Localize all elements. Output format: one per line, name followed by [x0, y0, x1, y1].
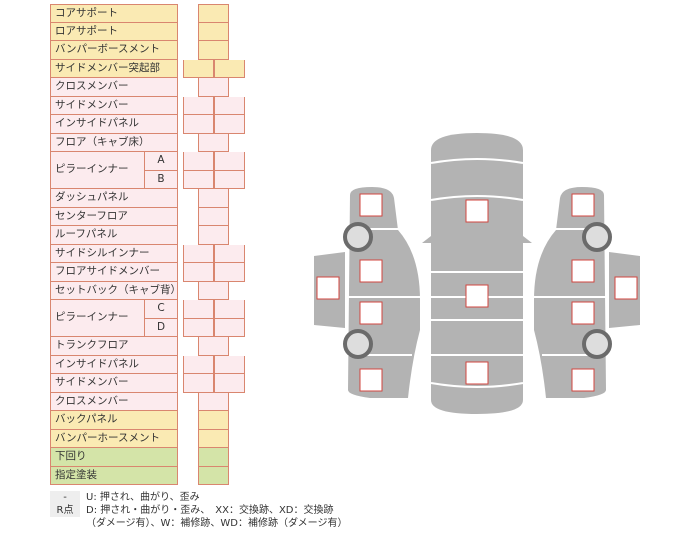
check-cell[interactable]: [183, 96, 214, 115]
check-cell[interactable]: [198, 448, 229, 467]
check-cell[interactable]: [198, 411, 229, 430]
damage-marker-box[interactable]: [465, 199, 489, 223]
damage-marker-box[interactable]: [316, 276, 340, 300]
wheel-icon: [582, 329, 612, 359]
check-cell[interactable]: [183, 300, 214, 319]
legend-key: R点: [50, 504, 80, 517]
row-label: コアサポート: [50, 4, 178, 23]
check-cell[interactable]: [214, 96, 245, 115]
check-cell[interactable]: [183, 374, 214, 393]
check-cell[interactable]: [214, 318, 245, 337]
check-cell[interactable]: [183, 59, 214, 78]
row-label: フロアサイドメンバー: [50, 263, 178, 282]
check-cell[interactable]: [198, 133, 229, 152]
row-label: クロスメンバー: [50, 78, 178, 97]
windshield-arrow: [422, 236, 532, 243]
check-cell[interactable]: [198, 466, 229, 485]
damage-marker-box[interactable]: [614, 276, 638, 300]
legend-text: U: 押され、曲がり、歪み: [86, 492, 200, 503]
wheel-icon: [582, 222, 612, 252]
damage-marker-box[interactable]: [359, 301, 383, 325]
check-cell[interactable]: [198, 207, 229, 226]
check-cell[interactable]: [183, 263, 214, 282]
check-cell[interactable]: [214, 170, 245, 189]
car-body-top: [431, 133, 523, 414]
wheels: [343, 222, 612, 359]
row-label: バックパネル: [50, 411, 178, 430]
check-cell[interactable]: [198, 337, 229, 356]
row-label: ロアサポート: [50, 22, 178, 41]
damage-marker-box[interactable]: [359, 259, 383, 283]
damage-marker-box[interactable]: [571, 193, 595, 217]
legend-key: -: [50, 491, 80, 504]
check-cell[interactable]: [198, 78, 229, 97]
damage-marker-box[interactable]: [359, 368, 383, 392]
check-cell[interactable]: [198, 41, 229, 60]
row-label: バンパーボースメント: [50, 41, 178, 60]
damage-marker-box[interactable]: [571, 368, 595, 392]
check-cell[interactable]: [198, 281, 229, 300]
legend-item: - U: 押され、曲がり、歪み: [50, 491, 200, 504]
row-label: ピラーインナー: [50, 300, 145, 337]
row-sub-label: D: [145, 318, 178, 337]
legend-item: R点 D: 押され・曲がり・歪み、 XX：交換跡、XD：交換跡: [50, 504, 334, 517]
row-label: インサイドパネル: [50, 355, 178, 374]
check-cell[interactable]: [183, 170, 214, 189]
check-cell[interactable]: [214, 152, 245, 171]
row-label: ルーフパネル: [50, 226, 178, 245]
damage-marker-box[interactable]: [571, 301, 595, 325]
row-label: サイドメンバー: [50, 96, 178, 115]
check-cell[interactable]: [183, 115, 214, 134]
check-cell[interactable]: [214, 115, 245, 134]
damage-marker-box[interactable]: [465, 361, 489, 385]
row-label: クロスメンバー: [50, 392, 178, 411]
row-label: 下回り: [50, 448, 178, 467]
legend-text: （ダメージ有）、W：補修跡、WD：補修跡（ダメージ有）: [86, 518, 348, 529]
check-cell[interactable]: [214, 263, 245, 282]
check-cell[interactable]: [214, 355, 245, 374]
damage-marker-box[interactable]: [359, 193, 383, 217]
row-label: サイドシルインナー: [50, 244, 178, 263]
row-label: 指定塗装: [50, 466, 178, 485]
row-label: ダッシュパネル: [50, 189, 178, 208]
damage-marker-box[interactable]: [465, 284, 489, 308]
wheel-icon: [343, 222, 373, 252]
row-label: フロア（キャブ床）: [50, 133, 178, 152]
right-side-body: [534, 187, 606, 398]
legend-text: D: 押され・曲がり・歪み、 XX：交換跡、XD：交換跡: [86, 505, 334, 516]
check-cell[interactable]: [183, 318, 214, 337]
damage-marker-box[interactable]: [571, 259, 595, 283]
check-cell[interactable]: [183, 244, 214, 263]
check-cell[interactable]: [183, 355, 214, 374]
check-cell[interactable]: [198, 226, 229, 245]
check-cell[interactable]: [198, 4, 229, 23]
row-label: サイドメンバー: [50, 374, 178, 393]
row-label: トランクフロア: [50, 337, 178, 356]
row-label: バンパーホースメント: [50, 429, 178, 448]
row-label: ピラーインナー: [50, 152, 145, 189]
check-cell[interactable]: [198, 392, 229, 411]
check-cell[interactable]: [214, 59, 245, 78]
check-cell[interactable]: [198, 189, 229, 208]
row-sub-label: A: [145, 152, 178, 171]
check-cell[interactable]: [198, 22, 229, 41]
check-cell[interactable]: [183, 152, 214, 171]
check-cell[interactable]: [214, 374, 245, 393]
check-cell[interactable]: [214, 300, 245, 319]
left-side-body: [348, 187, 420, 398]
check-cell[interactable]: [198, 429, 229, 448]
check-cell[interactable]: [214, 244, 245, 263]
row-label: サイドメンバー突起部: [50, 59, 178, 78]
row-label: インサイドパネル: [50, 115, 178, 134]
wheel-icon: [343, 329, 373, 359]
row-sub-label: C: [145, 300, 178, 319]
legend-item: （ダメージ有）、W：補修跡、WD：補修跡（ダメージ有）: [50, 517, 347, 530]
row-label: センターフロア: [50, 207, 178, 226]
row-sub-label: B: [145, 170, 178, 189]
row-label: セットバック（キャブ背）: [50, 281, 181, 300]
